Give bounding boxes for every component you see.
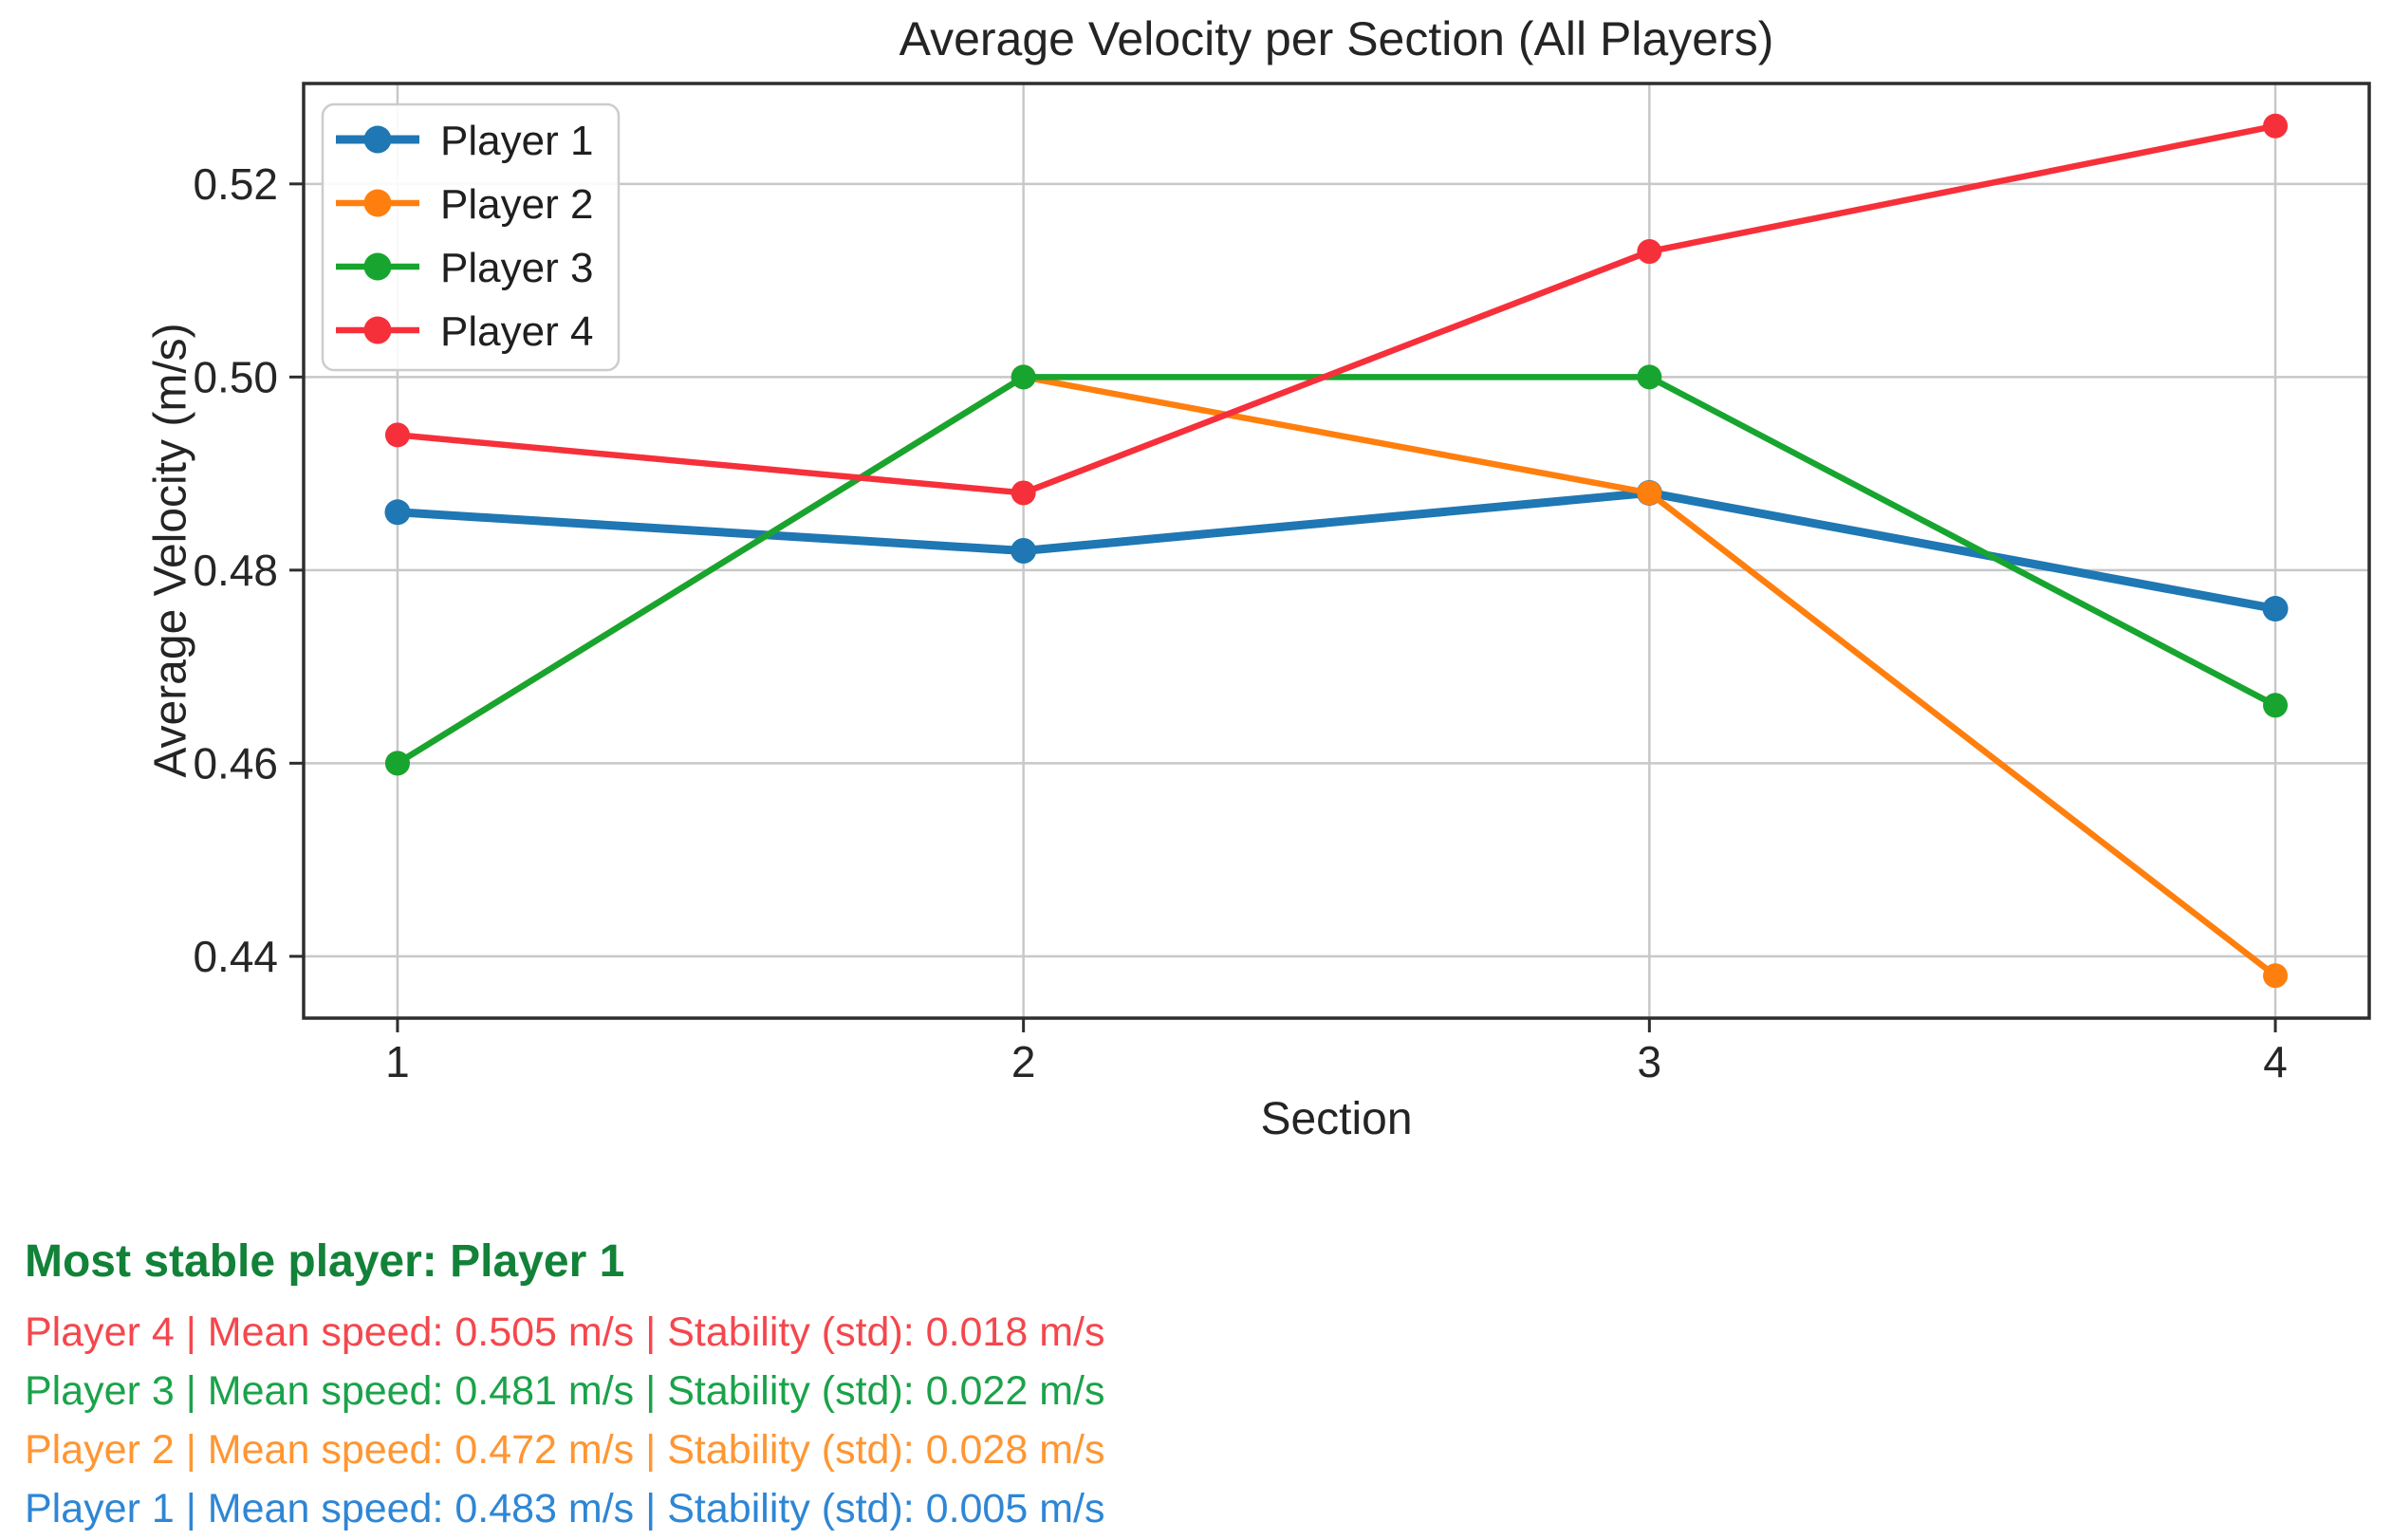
legend-label: Player 2 xyxy=(440,181,593,228)
y-tick-label: 0.44 xyxy=(193,932,278,981)
series-line-player-1 xyxy=(393,488,2280,614)
x-axis-label: Section xyxy=(1260,1094,1413,1144)
data-point-player-3 xyxy=(1011,364,1036,390)
data-point-player-2 xyxy=(2263,963,2289,989)
data-point-player-1 xyxy=(2262,596,2289,622)
x-tick-label: 2 xyxy=(1011,1037,1036,1086)
chart-title: Average Velocity per Section (All Player… xyxy=(899,12,1774,65)
series-line-player-3 xyxy=(394,374,2279,767)
legend-sample-marker xyxy=(363,252,392,281)
legend-item-player-1: Player 1 xyxy=(336,118,593,164)
y-tick-label: 0.52 xyxy=(193,159,278,209)
series-line-player-4 xyxy=(394,122,2279,496)
data-point-player-1 xyxy=(1011,538,1037,564)
stat-line-player-4: Player 4 | Mean speed: 0.505 m/s | Stabi… xyxy=(25,1309,1105,1355)
series-line-player-2 xyxy=(394,374,2279,979)
data-point-player-3 xyxy=(2263,693,2289,718)
series-player-4 xyxy=(384,113,2289,506)
velocity-chart: 0.44 0.46 0.48 0.50 0.52 1 2 3 4 Player 1 Player 2… xyxy=(145,12,2371,1144)
y-tick-label: 0.46 xyxy=(193,738,278,788)
legend: Player 1 Player 2 Player 3 Player 4 xyxy=(321,102,621,372)
stats-block: Most stable player: Player 1 Player 4 | … xyxy=(25,1235,1104,1538)
y-axis-label: Average Velocity (m/s) xyxy=(145,323,196,778)
stat-line-player-3: Player 3 | Mean speed: 0.481 m/s | Stabi… xyxy=(25,1368,1105,1414)
legend-sample-marker xyxy=(363,125,392,154)
stat-line-player-1: Player 1 | Mean speed: 0.483 m/s | Stabi… xyxy=(25,1486,1105,1531)
legend-item-player-4: Player 4 xyxy=(336,308,593,355)
series-player-3 xyxy=(384,364,2289,776)
chart-canvas: 0.44 0.46 0.48 0.50 0.52 1 2 3 4 Player 1 Player 2… xyxy=(193,82,2371,1086)
data-point-player-4 xyxy=(1637,239,1662,265)
legend-label: Player 3 xyxy=(440,245,593,291)
data-point-player-3 xyxy=(384,751,410,776)
legend-sample-marker xyxy=(363,189,392,217)
legend-label: Player 4 xyxy=(440,308,593,355)
stat-line-player-2: Player 2 | Mean speed: 0.472 m/s | Stabi… xyxy=(25,1427,1105,1473)
legend-item-player-2: Player 2 xyxy=(336,181,593,228)
data-point-player-1 xyxy=(384,499,411,526)
x-tick-label: 1 xyxy=(385,1037,410,1086)
y-tick-label: 0.50 xyxy=(193,352,278,401)
series-player-1 xyxy=(384,479,2289,622)
legend-item-player-3: Player 3 xyxy=(336,245,593,291)
stats-headline: Most stable player: Player 1 xyxy=(25,1236,625,1287)
plot-frame xyxy=(302,82,2371,1020)
x-tick-label: 3 xyxy=(1638,1037,1662,1086)
axis-ticks: 0.44 0.46 0.48 0.50 0.52 1 2 3 4 xyxy=(193,159,2287,1086)
data-point-player-3 xyxy=(1637,364,1662,390)
data-point-player-2 xyxy=(1637,480,1662,506)
legend-label: Player 1 xyxy=(440,118,593,164)
legend-sample-marker xyxy=(363,316,392,344)
data-point-player-4 xyxy=(2263,113,2289,139)
legend-box xyxy=(321,102,621,372)
data-point-player-4 xyxy=(384,422,410,448)
stat-lines: Player 4 | Mean speed: 0.505 m/s | Stabi… xyxy=(25,1303,1104,1538)
y-tick-label: 0.48 xyxy=(193,546,278,595)
x-tick-label: 4 xyxy=(2263,1037,2288,1086)
data-point-player-4 xyxy=(1011,480,1036,506)
